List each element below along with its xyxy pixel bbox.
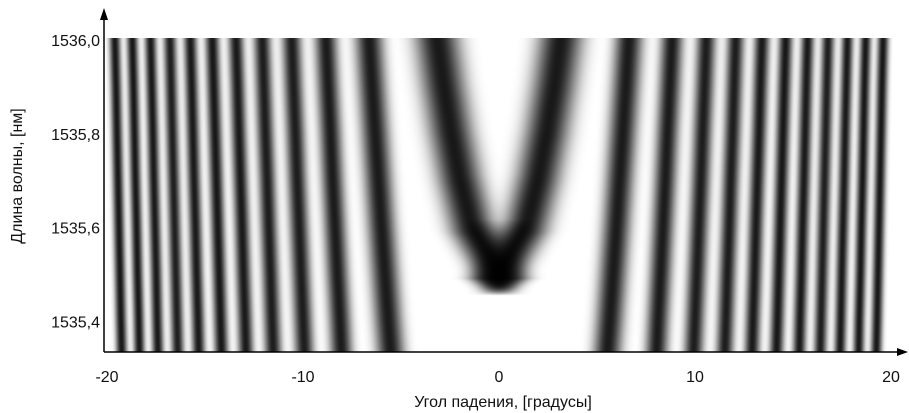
chart: Угол падения, [градусы] Длина волны, [нм… [0,0,909,413]
y-tick-label: 1535,6 [51,221,100,238]
x-tick-label: 0 [495,369,504,386]
y-axis-arrow [100,8,108,20]
y-tick-label: 1536,0 [51,33,100,50]
x-axis-label: Угол падения, [градусы] [414,394,592,411]
y-tick-label: 1535,4 [51,314,100,331]
x-tick-label: 20 [882,369,900,386]
x-tick-label: -20 [95,369,118,386]
x-tick-label: -10 [291,369,314,386]
x-axis-arrow [897,348,908,356]
x-tick-label: 10 [686,369,704,386]
y-axis-label: Длина волны, [нм] [9,108,26,243]
y-tick-label: 1535,8 [51,127,100,144]
